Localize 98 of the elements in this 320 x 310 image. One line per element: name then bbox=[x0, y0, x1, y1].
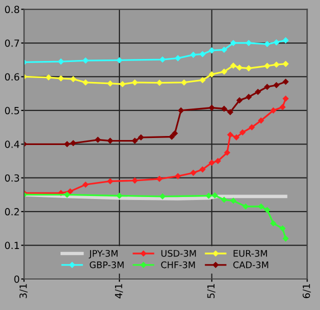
point bbox=[200, 77, 206, 83]
point bbox=[246, 40, 252, 46]
point bbox=[264, 63, 270, 69]
x-tick-label: 3/1 bbox=[19, 284, 28, 298]
point bbox=[274, 62, 280, 68]
point bbox=[208, 104, 215, 111]
point bbox=[280, 226, 286, 232]
point bbox=[230, 62, 236, 68]
point bbox=[215, 158, 221, 164]
point bbox=[236, 64, 242, 70]
point bbox=[175, 173, 181, 180]
point bbox=[274, 39, 280, 46]
legend-label: CHF-3M bbox=[161, 261, 195, 268]
point bbox=[221, 106, 227, 112]
point bbox=[181, 80, 187, 86]
point bbox=[208, 48, 215, 54]
point bbox=[230, 198, 236, 204]
point bbox=[156, 176, 162, 182]
point bbox=[160, 194, 166, 200]
point bbox=[282, 61, 289, 67]
point bbox=[282, 78, 289, 85]
point bbox=[274, 82, 280, 88]
point bbox=[200, 51, 206, 57]
point bbox=[120, 81, 126, 87]
point bbox=[227, 132, 234, 138]
point bbox=[46, 74, 52, 80]
point bbox=[258, 204, 264, 210]
point bbox=[175, 55, 181, 62]
point bbox=[132, 80, 138, 86]
legend-label: USD-3M bbox=[161, 250, 196, 257]
point bbox=[246, 65, 252, 72]
legend-label: GBP-3M bbox=[90, 261, 124, 268]
point bbox=[67, 188, 74, 194]
point bbox=[70, 76, 76, 82]
y-tick-label: 0 bbox=[14, 275, 20, 283]
point bbox=[236, 97, 242, 104]
point bbox=[116, 57, 122, 64]
point bbox=[206, 192, 212, 199]
point bbox=[82, 58, 88, 64]
point bbox=[255, 89, 261, 95]
y-tick-label: 0.3 bbox=[5, 174, 20, 182]
point bbox=[242, 204, 248, 210]
point bbox=[208, 160, 215, 166]
point bbox=[116, 192, 122, 199]
legend-label: EUR-3M bbox=[234, 250, 267, 257]
point bbox=[264, 41, 270, 47]
point bbox=[64, 192, 70, 198]
point bbox=[270, 108, 276, 114]
x-tick-label: 5/1 bbox=[207, 284, 216, 298]
point bbox=[264, 207, 270, 213]
point bbox=[227, 109, 234, 115]
point bbox=[190, 52, 196, 58]
point bbox=[107, 80, 114, 86]
point bbox=[138, 134, 144, 140]
point bbox=[64, 141, 70, 148]
y-tick-label: 0.5 bbox=[5, 106, 19, 114]
point bbox=[282, 37, 289, 44]
point bbox=[190, 170, 196, 176]
point bbox=[280, 104, 286, 110]
point bbox=[58, 76, 64, 82]
point bbox=[230, 40, 236, 46]
point bbox=[221, 68, 227, 75]
point bbox=[212, 192, 218, 198]
y-tick-label: 0.1 bbox=[5, 242, 19, 250]
point bbox=[200, 166, 206, 172]
y-tick-label: 0.2 bbox=[5, 208, 19, 216]
x-tick-label: 4/1 bbox=[115, 284, 124, 298]
y-tick-label: 0.6 bbox=[5, 73, 20, 81]
point bbox=[156, 80, 162, 86]
point bbox=[172, 130, 178, 136]
point bbox=[178, 108, 184, 114]
point bbox=[58, 58, 64, 64]
point bbox=[82, 182, 88, 188]
x-tick-label: 6/1 bbox=[302, 284, 311, 298]
point bbox=[224, 150, 230, 156]
point bbox=[282, 96, 289, 102]
point bbox=[221, 46, 227, 53]
point bbox=[264, 84, 270, 90]
point bbox=[208, 72, 215, 78]
point bbox=[160, 56, 166, 62]
point bbox=[95, 136, 101, 143]
legend-label: CAD-3M bbox=[233, 261, 268, 268]
point bbox=[234, 134, 240, 140]
y-tick-label: 0.7 bbox=[5, 39, 20, 47]
point bbox=[58, 190, 64, 196]
point bbox=[282, 236, 289, 242]
point bbox=[70, 140, 76, 146]
point bbox=[248, 124, 255, 130]
y-tick-label: 0.4 bbox=[5, 140, 20, 148]
point bbox=[82, 80, 88, 86]
point bbox=[240, 129, 246, 136]
point bbox=[258, 118, 264, 124]
point bbox=[270, 220, 276, 226]
y-tick-label: 0.8 bbox=[5, 6, 20, 14]
point bbox=[132, 178, 138, 184]
point bbox=[221, 196, 227, 203]
point bbox=[246, 94, 252, 100]
legend-label: JPY-3M bbox=[88, 250, 118, 258]
